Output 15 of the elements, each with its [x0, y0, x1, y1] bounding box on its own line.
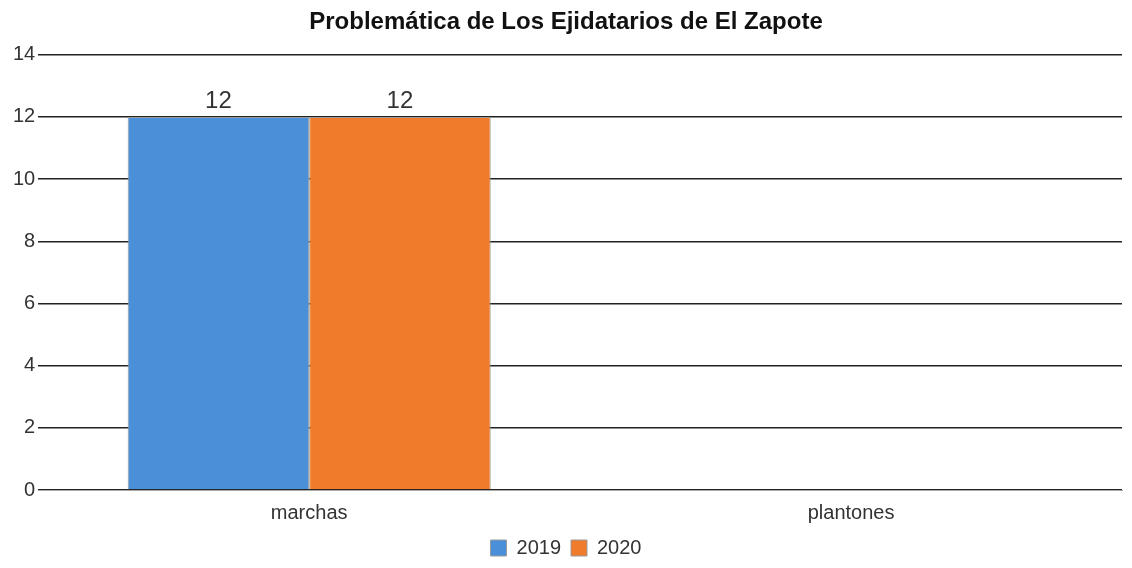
y-tick-label: 10 — [13, 166, 36, 189]
chart-title: Problemática de Los Ejidatarios de El Zapote — [309, 7, 823, 35]
y-tick-label: 0 — [24, 477, 36, 500]
data-label: 12 — [386, 85, 414, 113]
legend-label: 2020 — [597, 535, 642, 558]
y-tick-label: 8 — [24, 228, 36, 251]
y-tick-label: 14 — [13, 42, 36, 65]
x-tick-label: marchas — [270, 500, 348, 523]
legend-label: 2019 — [516, 535, 562, 558]
data-label: 12 — [205, 85, 232, 113]
y-tick-label: 2 — [24, 415, 36, 438]
y-tick-label: 12 — [13, 104, 36, 127]
y-tick-label: 4 — [24, 353, 36, 376]
y-tick-label: 6 — [24, 291, 36, 313]
x-tick-label: plantones — [807, 500, 895, 523]
